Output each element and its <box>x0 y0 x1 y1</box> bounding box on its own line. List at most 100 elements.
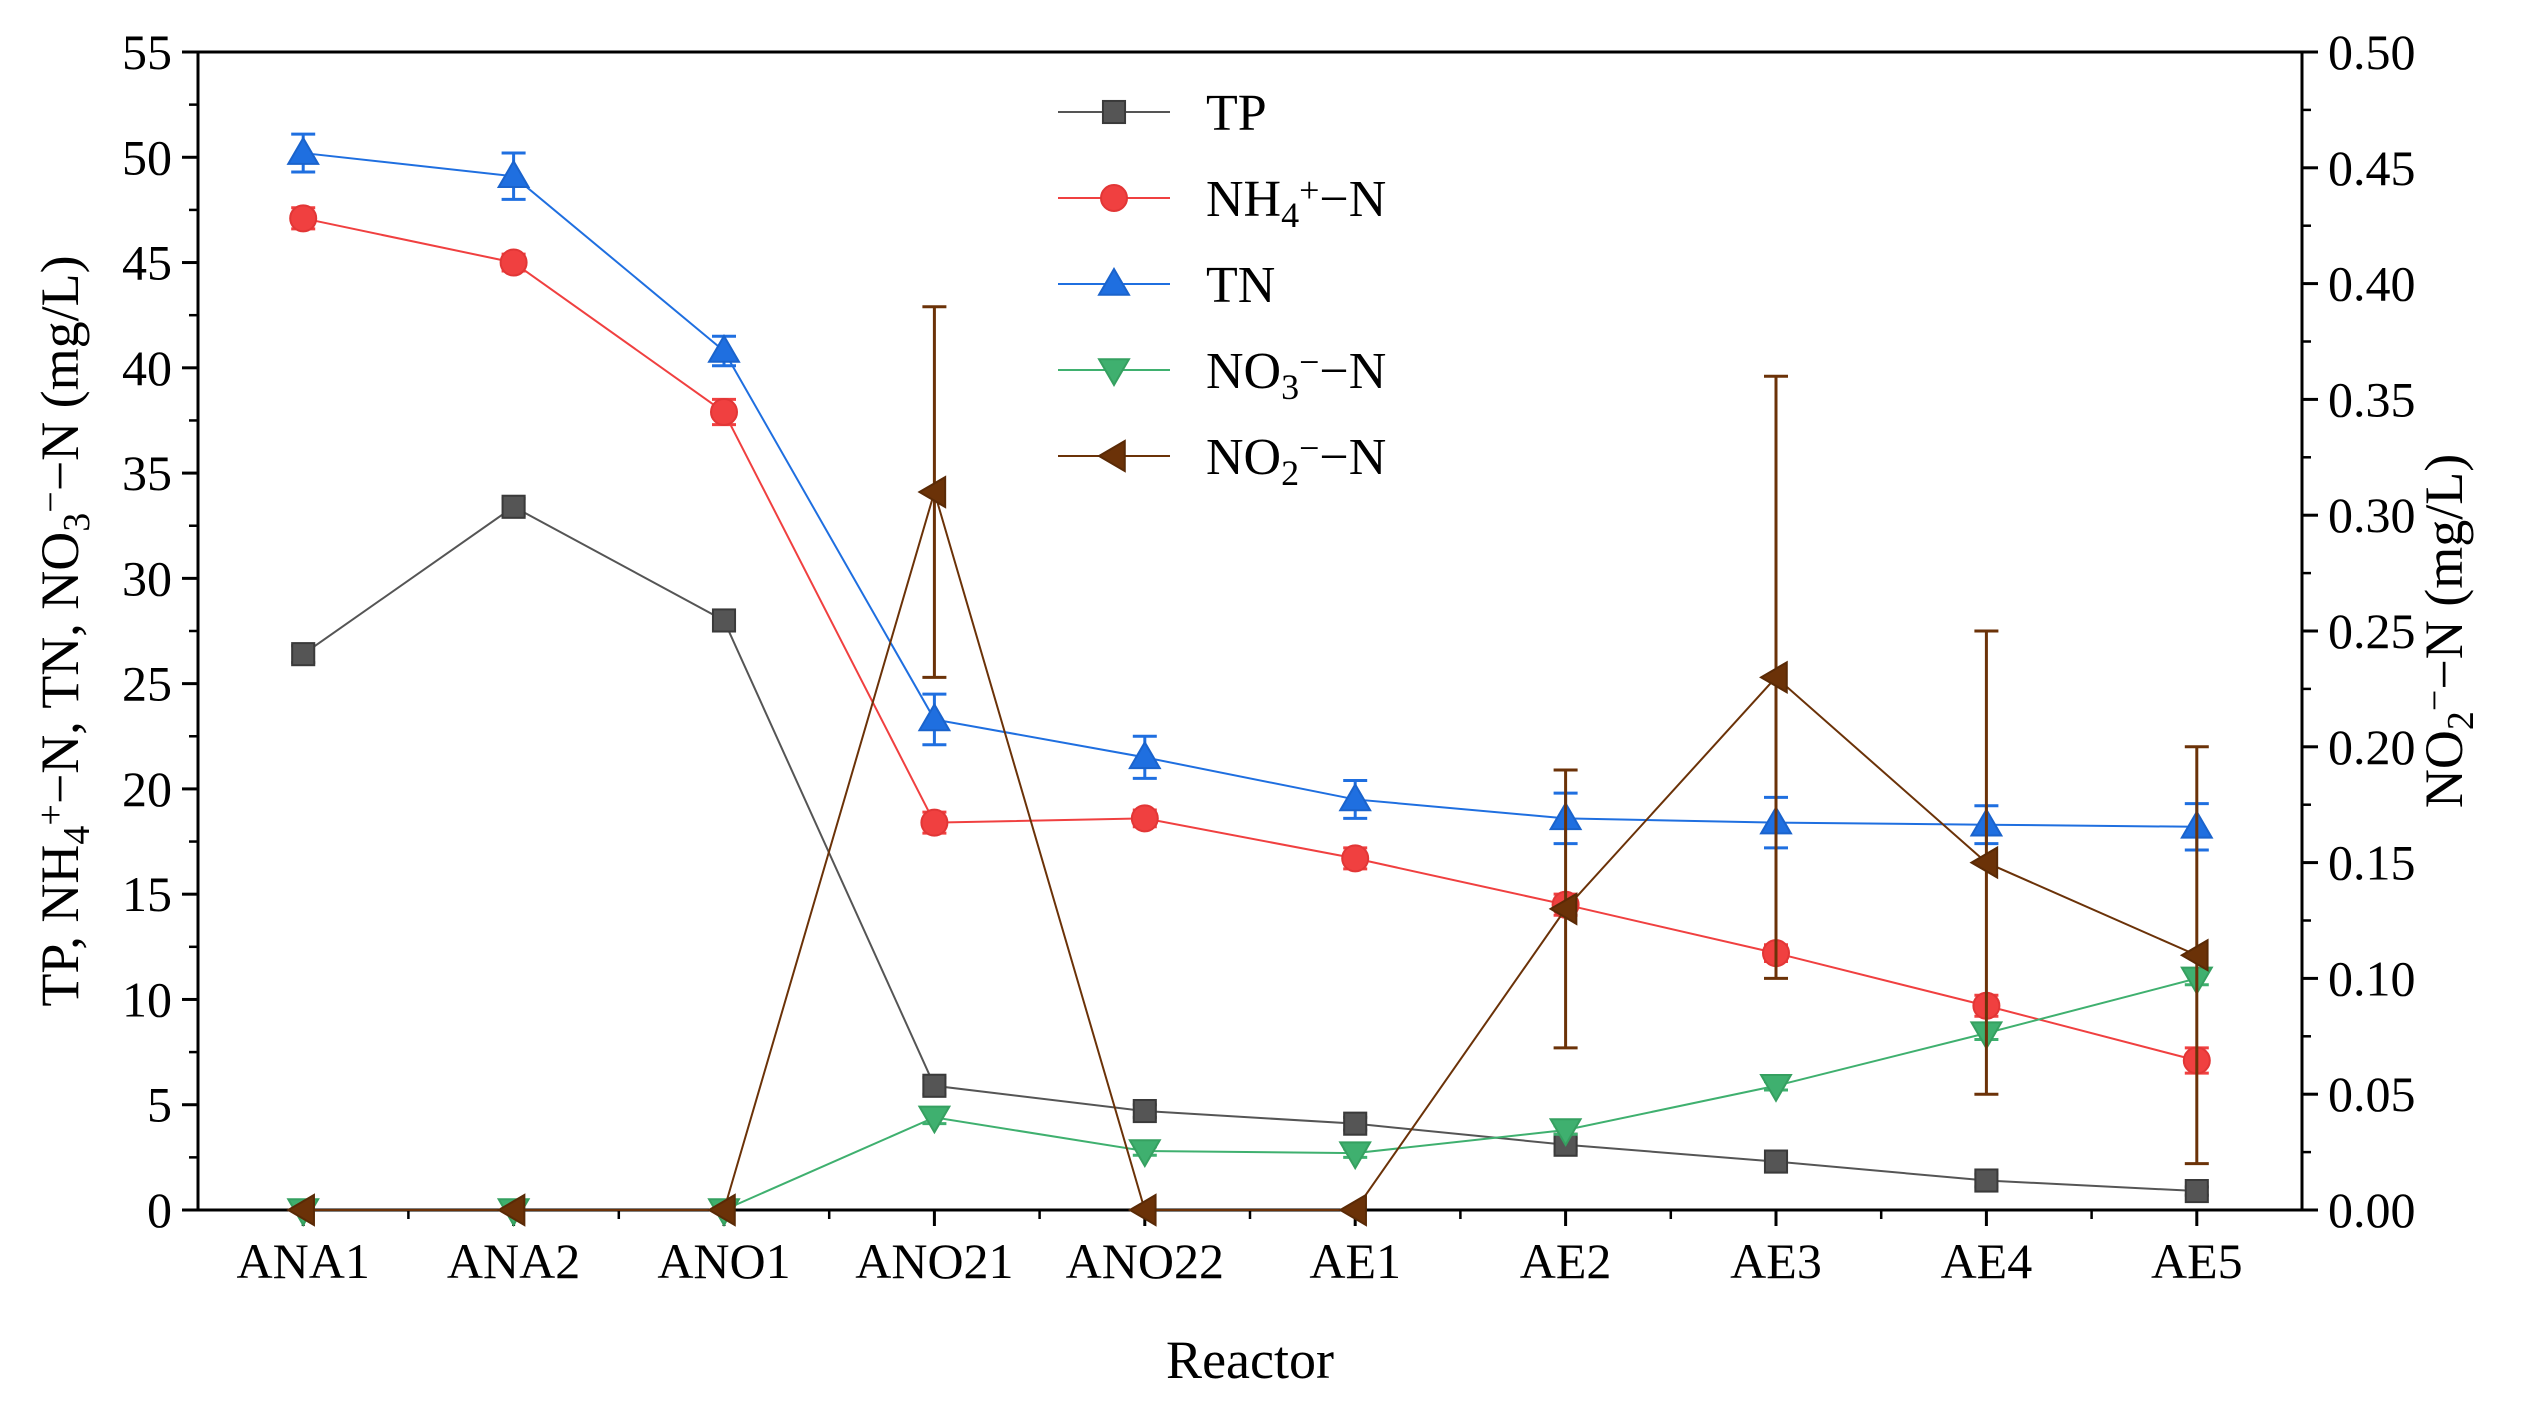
legend-item-no3: NO3−−N <box>1058 342 1386 407</box>
subscript: 2 <box>1281 453 1299 493</box>
data-point-no2 <box>1969 845 1999 880</box>
data-point-tp <box>1132 1098 1157 1124</box>
y-right-tick-label: 0.10 <box>2328 950 2416 1006</box>
y-left-tick-label: 45 <box>122 235 172 291</box>
subscript: 4 <box>1281 195 1299 235</box>
x-tick-label: AE3 <box>1730 1233 1822 1289</box>
data-point-tp <box>1974 1168 1999 1193</box>
y-left-tick-label: 15 <box>122 866 172 922</box>
data-point-no3 <box>1338 1141 1372 1171</box>
legend-item-tp: TP <box>1058 85 1267 142</box>
x-tick-label: ANO1 <box>657 1233 790 1289</box>
label-text: −N (mg/L) <box>2414 454 2474 690</box>
data-point-tn <box>707 334 741 363</box>
x-tick-label: ANA1 <box>237 1233 370 1289</box>
y-left-tick-label: 25 <box>122 656 172 712</box>
data-point-no3 <box>917 1105 952 1135</box>
label-text: TP <box>1206 85 1267 142</box>
y-left-tick-label: 35 <box>122 445 172 501</box>
data-point-tn <box>496 159 531 188</box>
data-point-no2 <box>707 1193 736 1227</box>
x-axis-title: Reactor <box>1166 1330 1334 1390</box>
legend-label: NO3−−N <box>1206 342 1386 407</box>
data-point-tn <box>917 702 952 732</box>
legend-marker-tp <box>1101 99 1127 125</box>
data-point-no3 <box>1128 1139 1162 1168</box>
x-tick-label: AE1 <box>1309 1233 1401 1289</box>
y-right-tick-label: 0.25 <box>2328 603 2416 659</box>
data-point-tp <box>711 608 737 633</box>
data-point-nh4 <box>1341 844 1370 873</box>
superscript: − <box>1299 428 1319 468</box>
data-point-nh4 <box>289 204 318 233</box>
data-point-tp <box>922 1073 947 1098</box>
legend-marker-no3 <box>1097 358 1131 387</box>
subscript: 3 <box>1281 367 1299 407</box>
legend-label: TP <box>1206 85 1267 142</box>
series-line-tn <box>303 152 2197 828</box>
data-point-no2 <box>1548 892 1578 926</box>
x-tick-label: AE5 <box>2151 1233 2243 1289</box>
legend-label: TN <box>1206 257 1275 314</box>
data-point-tn <box>1338 782 1372 812</box>
y-right-tick-label: 0.40 <box>2328 256 2416 312</box>
label-text: −N <box>1319 429 1386 486</box>
subscript: 2 <box>2440 711 2482 730</box>
superscript: − <box>30 491 72 512</box>
data-point-tp <box>1763 1149 1789 1174</box>
label-text: −N <box>1319 343 1386 400</box>
label-text: −N (mg/L) <box>30 255 90 491</box>
y-left-tick-label: 30 <box>122 550 172 606</box>
data-point-no3 <box>1759 1074 1793 1103</box>
data-point-tp <box>1343 1111 1368 1136</box>
data-point-tp <box>291 642 316 667</box>
data-point-tp <box>501 494 526 519</box>
y-left-axis-title: TP, NH4+−N, TN, NO3−−N (mg/L) <box>30 255 99 1006</box>
label-text: NH <box>1206 171 1281 228</box>
legend-item-nh4: NH4+−N <box>1058 170 1386 235</box>
subscript: 4 <box>56 826 98 845</box>
y-left-tick-label: 5 <box>147 1077 172 1133</box>
x-tick-label: AE2 <box>1520 1233 1612 1289</box>
axes: 0 5 10 15 20 25 30 35 40 45 50 55 0.00 0.05 0.10 0.15 0.… <box>30 24 2483 1390</box>
label-text: −N <box>1319 171 1386 228</box>
series-line-nh4 <box>302 217 2198 1062</box>
data-point-nh4 <box>710 398 738 427</box>
data-point-no2 <box>1759 660 1788 695</box>
data-point-tn <box>286 136 320 165</box>
legend-item-no2: NO2−−N <box>1058 428 1386 493</box>
label-text: NO <box>1206 343 1281 400</box>
y-right-axis-title: NO2−−N (mg/L) <box>2414 454 2483 808</box>
x-tick-label: ANO22 <box>1066 1233 1224 1289</box>
data-point-no2 <box>496 1193 526 1227</box>
legend-label: NH4+−N <box>1206 170 1386 235</box>
y-left-tick-label: 0 <box>147 1182 172 1238</box>
x-tick-label: ANO21 <box>855 1233 1013 1289</box>
y-left-tick-label: 55 <box>122 24 172 80</box>
y-left-tick-label: 20 <box>122 761 172 817</box>
label-text: TN <box>1206 257 1275 314</box>
superscript: + <box>30 804 72 825</box>
data-point-no2 <box>917 475 947 509</box>
label-text: NO <box>2414 730 2474 808</box>
superscript: − <box>2414 690 2456 711</box>
x-tick-label: ANA2 <box>447 1233 580 1289</box>
y-right-tick-label: 0.00 <box>2328 1182 2416 1238</box>
y-right-tick-label: 0.45 <box>2328 140 2416 196</box>
y-right-tick-label: 0.30 <box>2328 487 2416 543</box>
x-tick-label: AE4 <box>1941 1233 2033 1289</box>
legend-item-tn: TN <box>1058 257 1275 314</box>
y-left-tick-label: 40 <box>122 340 172 396</box>
y-right-tick-label: 0.20 <box>2328 719 2416 775</box>
y-right-tick-label: 0.50 <box>2328 24 2416 80</box>
data-point-no2 <box>1127 1193 1157 1227</box>
data-point-no2 <box>1338 1193 1367 1227</box>
legend-label: NO2−−N <box>1206 428 1386 493</box>
legend-marker-tn <box>1097 267 1131 296</box>
data-point-no3 <box>1548 1118 1583 1147</box>
y-left-tick-label: 50 <box>122 129 172 185</box>
legend-marker-no2 <box>1097 439 1126 473</box>
superscript: + <box>1299 170 1319 210</box>
